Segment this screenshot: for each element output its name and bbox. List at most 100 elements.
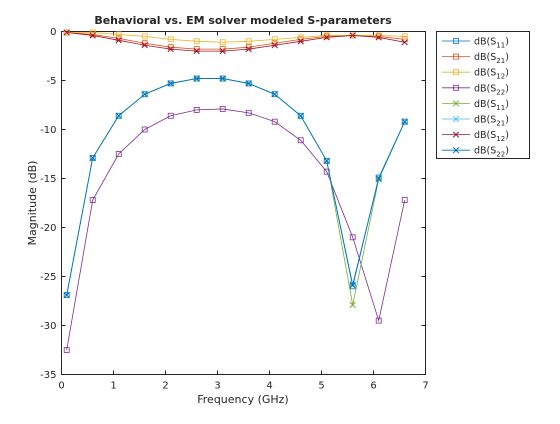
data-point	[245, 80, 252, 87]
x-tick-label: 2	[162, 381, 168, 392]
series-layer	[63, 29, 408, 353]
legend-label: dB(S11)	[474, 37, 509, 50]
data-point	[323, 157, 330, 165]
data-point	[115, 151, 122, 157]
plot-area: 0 1 2 3 4 5 6 7 0 -5 -10 -15 -20 -25 -30 -35	[40, 27, 429, 392]
legend-box	[436, 31, 530, 159]
data-point	[63, 29, 70, 36]
legend-item-5: dB(S11)	[442, 99, 509, 112]
data-point	[141, 126, 148, 133]
data-point	[167, 45, 174, 53]
data-point	[375, 174, 382, 181]
series-8	[63, 75, 408, 299]
data-point	[323, 34, 330, 41]
data-point	[323, 157, 330, 164]
data-point	[349, 282, 356, 289]
y-tick-label: -15	[40, 174, 56, 185]
x-tick-label: 6	[370, 381, 376, 392]
data-point	[89, 32, 96, 39]
legend-item-6: dB(S21)	[442, 115, 509, 128]
data-point	[219, 39, 226, 46]
data-point	[401, 118, 408, 125]
data-point	[401, 197, 408, 203]
legend-items: dB(S11) dB(S21) dB(S12) dB(S22) dB(S11) dB(S2…	[442, 37, 509, 159]
data-point	[297, 112, 304, 119]
legend-item-2: dB(S21)	[442, 52, 509, 65]
data-point	[89, 197, 96, 203]
legend-label: dB(S21)	[474, 115, 509, 128]
data-point	[167, 80, 174, 87]
data-point	[245, 38, 252, 45]
data-point	[375, 175, 382, 182]
legend-swatch-marker	[452, 100, 460, 107]
legend-swatch-marker	[453, 84, 459, 91]
data-point	[167, 112, 174, 119]
y-axis-label: Magnitude (dB)	[26, 161, 39, 246]
y-tick-label: -20	[40, 223, 56, 234]
data-point	[193, 38, 200, 45]
data-point	[375, 34, 382, 41]
data-point	[375, 317, 382, 324]
legend-label: dB(S21)	[474, 52, 509, 65]
legend-label: dB(S12)	[474, 68, 509, 81]
data-point	[271, 42, 278, 49]
data-point	[193, 47, 200, 55]
data-point	[245, 45, 252, 53]
data-point	[219, 106, 226, 112]
data-point	[115, 31, 122, 38]
data-point	[167, 36, 174, 43]
series-7	[63, 29, 408, 55]
legend-swatch-marker	[453, 53, 459, 60]
data-point	[401, 118, 408, 125]
data-point	[193, 75, 200, 82]
data-point	[89, 155, 96, 161]
data-point	[219, 75, 226, 82]
x-axis-label: Frequency (GHz)	[197, 393, 288, 406]
data-point	[297, 112, 304, 119]
chart-title: Behavioral vs. EM solver modeled S-param…	[94, 14, 392, 27]
plot-frame	[61, 31, 426, 375]
y-tick-label: -30	[40, 321, 56, 332]
legend: dB(S11) dB(S21) dB(S12) dB(S22) dB(S11) dB(S2…	[436, 31, 530, 159]
data-point	[401, 33, 408, 40]
x-tick-label: 0	[58, 381, 64, 392]
y-tick-label: 0	[50, 27, 56, 38]
data-point	[141, 91, 148, 98]
legend-item-1: dB(S11)	[442, 37, 509, 50]
legend-item-3: dB(S12)	[442, 68, 509, 81]
series-line	[66, 32, 405, 52]
data-point	[141, 91, 148, 98]
x-axis: 0 1 2 3 4 5 6 7	[58, 31, 429, 392]
data-point	[271, 91, 278, 98]
legend-swatch-marker	[453, 69, 459, 76]
data-point	[219, 47, 226, 55]
x-tick-label: 7	[422, 381, 428, 392]
x-tick-label: 5	[318, 381, 324, 392]
data-point	[271, 36, 278, 43]
data-point	[115, 37, 122, 44]
data-point	[63, 347, 70, 353]
x-tick-label: 4	[266, 381, 272, 392]
data-point	[63, 291, 70, 299]
data-point	[115, 112, 122, 119]
series-line	[66, 108, 406, 351]
legend-label: dB(S22)	[474, 146, 509, 159]
data-point	[63, 292, 70, 299]
data-point	[349, 234, 356, 241]
y-axis: 0 -5 -10 -15 -20 -25 -30 -35	[40, 27, 426, 381]
y-tick-label: -25	[40, 272, 56, 283]
legend-swatch-marker	[452, 131, 460, 138]
data-point	[193, 107, 200, 113]
data-point	[297, 34, 304, 41]
legend-item-4: dB(S22)	[442, 83, 509, 96]
data-point	[271, 118, 278, 125]
legend-item-7: dB(S12)	[442, 130, 509, 143]
data-point	[349, 301, 356, 309]
data-point	[297, 137, 304, 144]
legend-label: dB(S22)	[474, 83, 509, 96]
data-point	[115, 112, 122, 119]
data-point	[297, 38, 304, 45]
data-point	[271, 91, 278, 98]
